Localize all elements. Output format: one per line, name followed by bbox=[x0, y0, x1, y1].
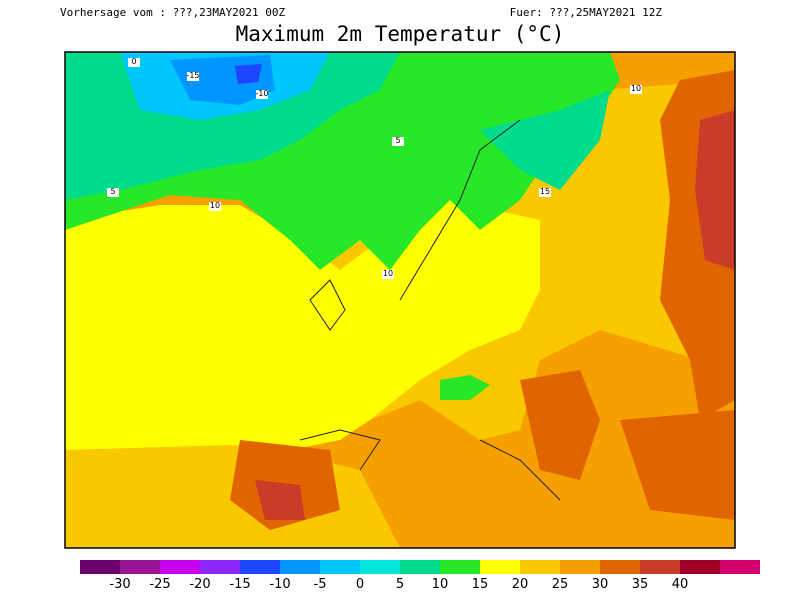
run-time: Vorhersage vom : ???,23MAY2021 00Z bbox=[60, 6, 286, 19]
legend-tick-label: -10 bbox=[269, 577, 290, 592]
legend-swatch bbox=[120, 560, 160, 574]
legend-tick-label: -15 bbox=[229, 577, 250, 592]
legend-swatch bbox=[160, 560, 200, 574]
map-frame bbox=[64, 51, 736, 549]
legend-tick-label: 0 bbox=[356, 577, 364, 592]
legend-tick-label: -25 bbox=[149, 577, 170, 592]
contour-label-bg bbox=[630, 85, 642, 94]
legend-tick-label: -20 bbox=[189, 577, 210, 592]
contour-label-bg bbox=[382, 270, 394, 279]
contour-label: 10 bbox=[383, 269, 393, 278]
legend-tick-label: 15 bbox=[472, 577, 489, 592]
legend-swatch bbox=[600, 560, 640, 574]
colorbar: -30 -25 -20 -15 -10 -5 0 5 10 15 20 25 30 35 40 bbox=[80, 560, 760, 592]
legend-swatch bbox=[640, 560, 680, 574]
contour-label: 5 bbox=[395, 136, 400, 145]
legend-tick-label: 35 bbox=[632, 577, 649, 592]
legend-tick-label: -30 bbox=[109, 577, 130, 592]
legend-swatch bbox=[440, 560, 480, 574]
legend-swatch bbox=[80, 560, 120, 574]
contour-label-bg bbox=[256, 90, 268, 99]
legend-tick-label: 40 bbox=[672, 577, 689, 592]
temperature-field bbox=[65, 52, 735, 548]
contour-label: 15 bbox=[540, 187, 550, 196]
map-title: Maximum 2m Temperatur (°C) bbox=[236, 22, 565, 46]
contour-label-bg bbox=[187, 72, 199, 81]
valid-time: Fuer: ???,25MAY2021 12Z bbox=[510, 6, 663, 19]
legend-tick-label: -5 bbox=[314, 577, 327, 592]
legend-tick-label: 30 bbox=[592, 577, 609, 592]
contour-label: 10 bbox=[210, 201, 220, 210]
contour-label: 5 bbox=[110, 187, 115, 196]
legend-swatch bbox=[520, 560, 560, 574]
legend-tick-label: 10 bbox=[432, 577, 449, 592]
legend-swatch bbox=[240, 560, 280, 574]
contour-label: -15 bbox=[186, 71, 199, 80]
legend-swatch bbox=[200, 560, 240, 574]
legend-swatch bbox=[400, 560, 440, 574]
legend-tick-label: 20 bbox=[512, 577, 529, 592]
contour-label-bg bbox=[107, 188, 119, 197]
contour-labels: 10 5 -15 -10 0 10 15 10 5 bbox=[107, 57, 642, 279]
contour-label-bg bbox=[128, 58, 140, 67]
contour-label-bg bbox=[392, 137, 404, 146]
legend-swatch bbox=[720, 560, 760, 574]
legend-swatch bbox=[680, 560, 720, 574]
legend-swatch bbox=[320, 560, 360, 574]
contour-label-bg bbox=[209, 202, 221, 211]
contour-label-bg bbox=[539, 188, 551, 197]
contour-label: 10 bbox=[631, 84, 641, 93]
legend-swatch bbox=[480, 560, 520, 574]
contour-label: 0 bbox=[131, 57, 136, 66]
legend-swatch bbox=[280, 560, 320, 574]
legend-tick-label: 25 bbox=[552, 577, 569, 592]
legend-tick-label: 5 bbox=[396, 577, 404, 592]
contour-label: -10 bbox=[255, 89, 268, 98]
legend-swatch bbox=[360, 560, 400, 574]
legend-swatch bbox=[560, 560, 600, 574]
